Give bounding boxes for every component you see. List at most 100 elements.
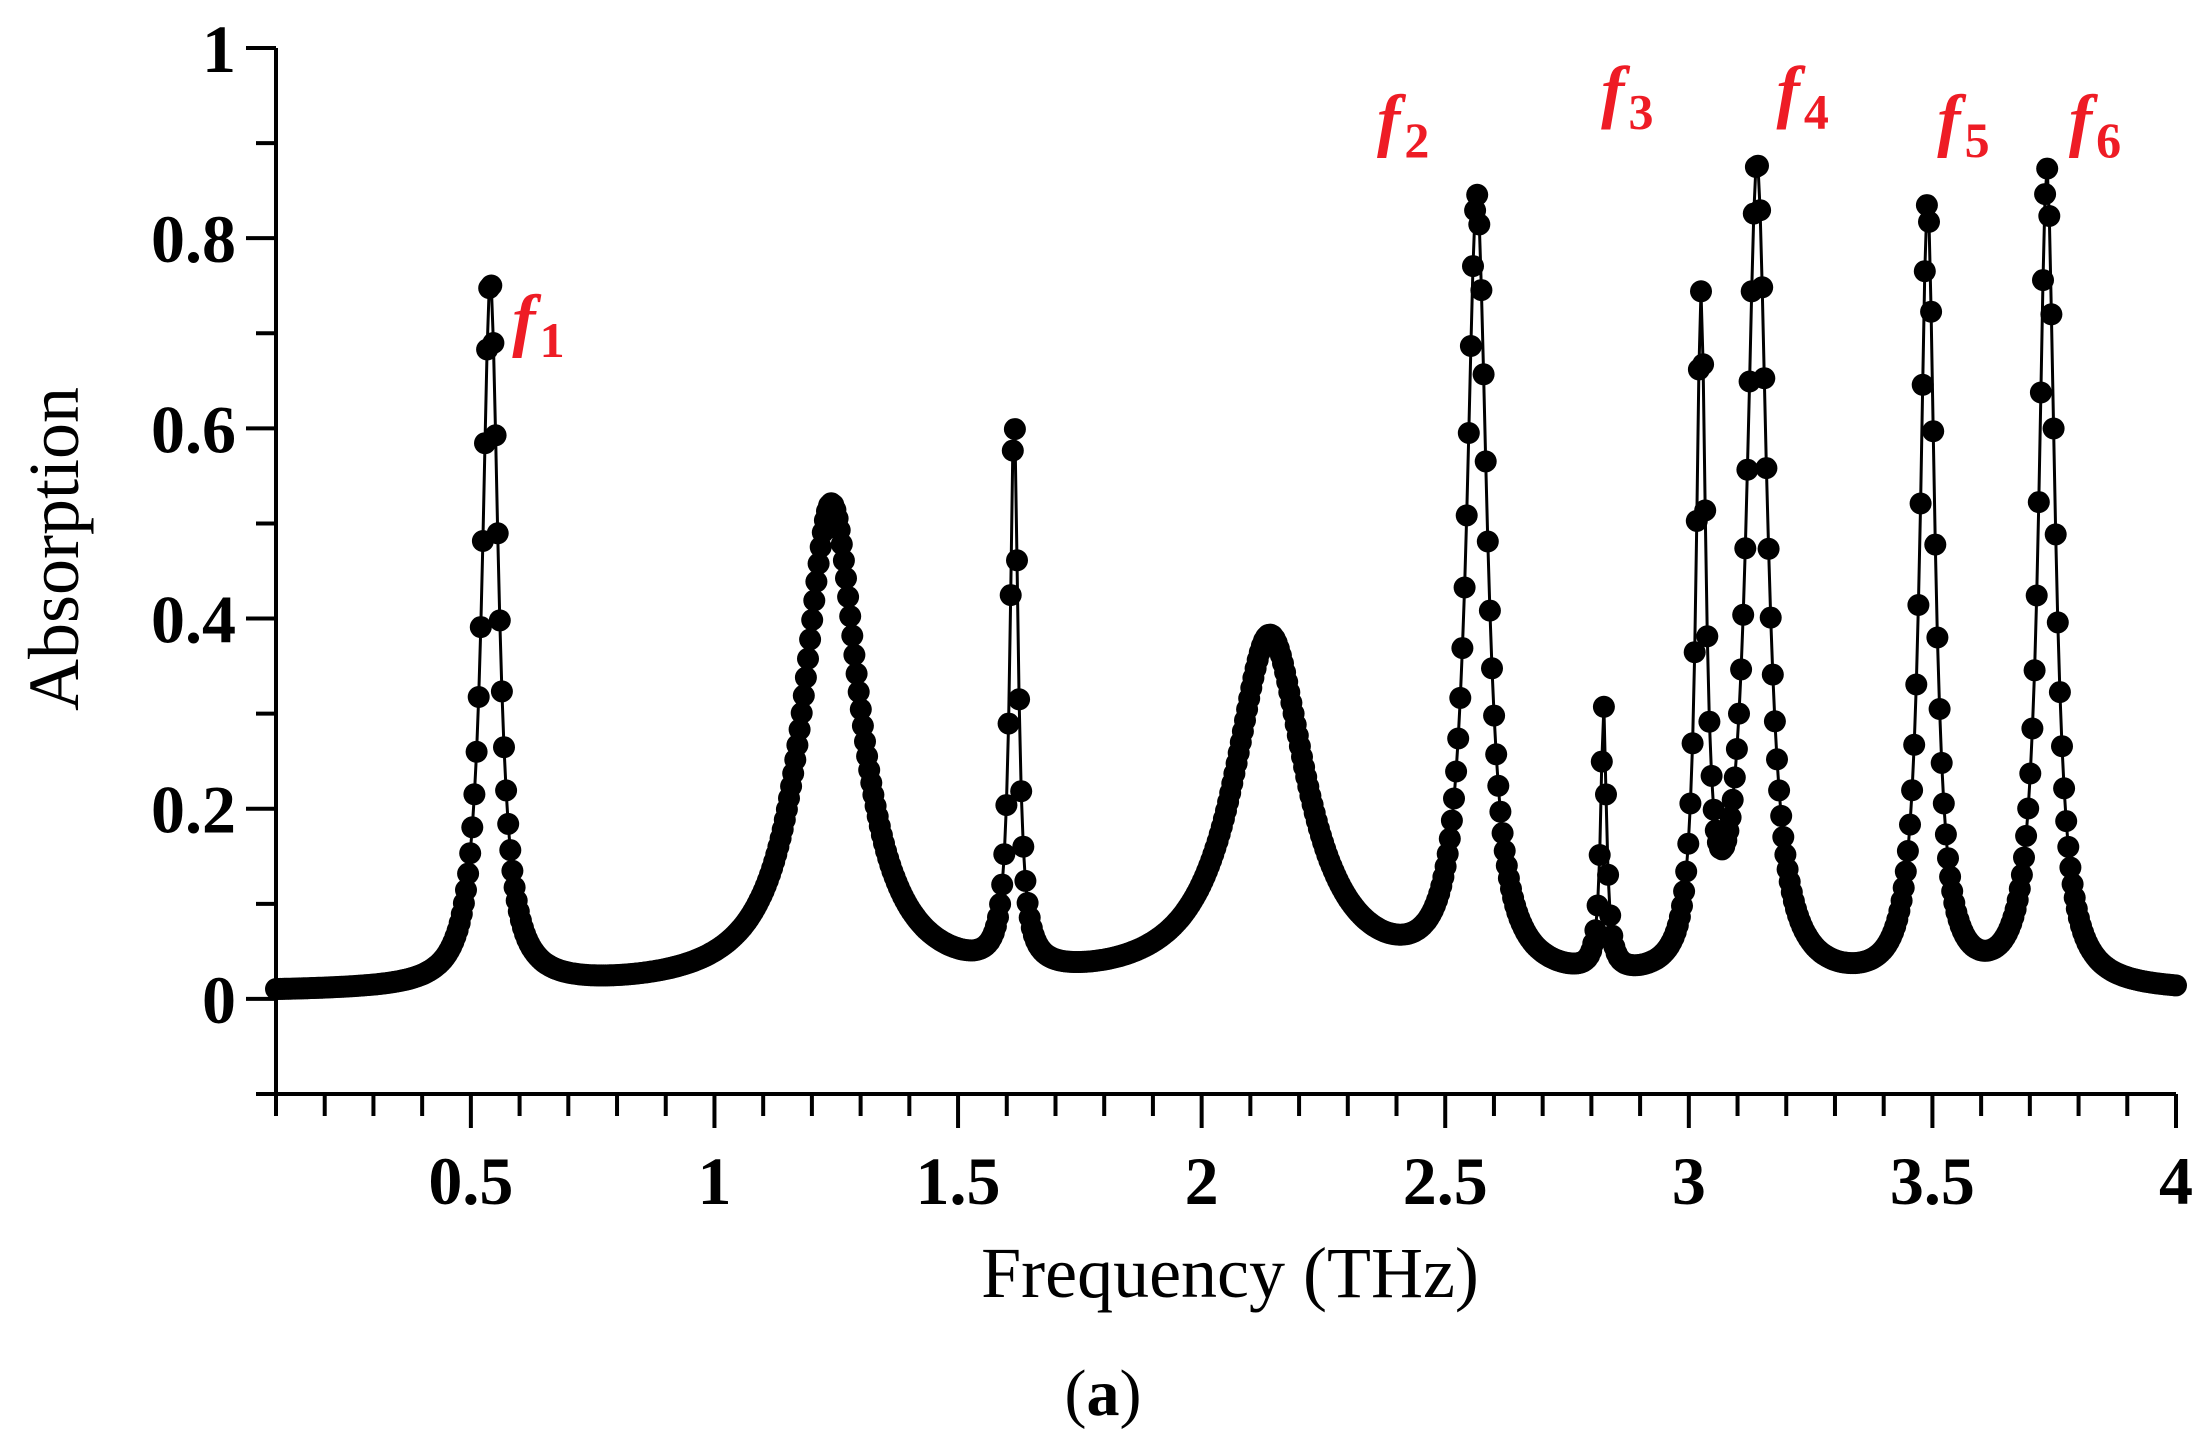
data-point bbox=[1730, 658, 1753, 681]
data-point bbox=[1702, 798, 1725, 821]
x-tick-label: 0.5 bbox=[428, 1143, 513, 1219]
data-point bbox=[2027, 491, 2050, 514]
peak-label-f3: f3 bbox=[1601, 54, 1653, 140]
x-axis-ticks: 0.5 1 1.5 2 2.5 3 3.5 4 bbox=[274, 1094, 2193, 1219]
data-point bbox=[807, 552, 830, 575]
data-point bbox=[2010, 863, 2033, 886]
x-tick-label: 2.5 bbox=[1403, 1143, 1488, 1219]
data-point bbox=[497, 812, 520, 835]
plot-area bbox=[265, 154, 2187, 1000]
data-point bbox=[1913, 260, 1936, 283]
data-point bbox=[1584, 919, 1607, 942]
data-point bbox=[995, 794, 1018, 817]
y-tick-label: 0.4 bbox=[151, 582, 236, 658]
data-point bbox=[2036, 157, 2059, 180]
data-point bbox=[1907, 594, 1930, 616]
data-point bbox=[2057, 835, 2080, 858]
data-point bbox=[455, 879, 477, 901]
data-point bbox=[1010, 780, 1033, 803]
data-point bbox=[2029, 381, 2052, 404]
data-point bbox=[1597, 863, 1620, 886]
data-point bbox=[1677, 832, 1700, 855]
data-point bbox=[997, 712, 1020, 735]
data-point bbox=[989, 893, 1012, 916]
data-point bbox=[495, 779, 518, 802]
data-point bbox=[1932, 792, 1955, 815]
data-point bbox=[797, 647, 819, 670]
data-point bbox=[1455, 504, 1478, 527]
data-point bbox=[1675, 860, 1698, 883]
data-point bbox=[2053, 777, 2076, 800]
data-point bbox=[1443, 787, 1465, 810]
data-point bbox=[1683, 641, 1706, 664]
data-point bbox=[482, 332, 505, 354]
data-point bbox=[1892, 876, 1915, 899]
data-point bbox=[1736, 458, 1759, 481]
data-point bbox=[1485, 743, 1508, 766]
data-point bbox=[839, 605, 862, 628]
data-point bbox=[1753, 367, 1776, 390]
data-point bbox=[1698, 710, 1721, 733]
data-point bbox=[1459, 335, 1482, 357]
data-point bbox=[1006, 549, 1028, 572]
data-point bbox=[1918, 210, 1940, 233]
data-point bbox=[799, 628, 822, 651]
data-point bbox=[457, 862, 480, 885]
data-point bbox=[1901, 779, 1924, 802]
x-tick-label: 1.5 bbox=[916, 1143, 1001, 1219]
data-point bbox=[1001, 439, 1024, 462]
data-point bbox=[2019, 762, 2042, 785]
data-point bbox=[469, 616, 492, 639]
peak-label-f2: f2 bbox=[1377, 82, 1429, 168]
y-tick-label: 0.6 bbox=[151, 391, 236, 467]
data-point bbox=[1928, 698, 1951, 720]
data-point bbox=[993, 843, 1016, 866]
data-point bbox=[2013, 846, 2035, 869]
data-point bbox=[1478, 599, 1501, 622]
data-point bbox=[2040, 303, 2063, 326]
data-point bbox=[1903, 733, 1926, 756]
data-point bbox=[1922, 420, 1945, 443]
data-point bbox=[2051, 735, 2073, 758]
data-point bbox=[461, 816, 484, 839]
panel-label: (a) bbox=[1065, 1357, 1142, 1430]
data-point bbox=[1003, 418, 1026, 441]
x-tick-label: 2 bbox=[1185, 1143, 1219, 1219]
data-point bbox=[488, 609, 511, 632]
data-point bbox=[1472, 363, 1495, 386]
data-point bbox=[830, 533, 853, 556]
data-point bbox=[999, 584, 1022, 607]
peak-label-f4: f4 bbox=[1777, 54, 1829, 140]
panel-label-open-paren: ( bbox=[1065, 1357, 1087, 1430]
data-point bbox=[1700, 764, 1723, 787]
data-point bbox=[1725, 738, 1748, 760]
data-point bbox=[1595, 783, 1617, 806]
data-point bbox=[843, 643, 866, 666]
data-point bbox=[1920, 300, 1943, 323]
data-point bbox=[2034, 183, 2057, 206]
data-point bbox=[1453, 576, 1476, 599]
data-point bbox=[1447, 727, 1470, 750]
data-point bbox=[1440, 809, 1463, 832]
data-point bbox=[2021, 717, 2044, 740]
data-point bbox=[2048, 681, 2071, 704]
y-tick-label: 0.2 bbox=[151, 772, 236, 848]
data-point bbox=[2015, 824, 2038, 847]
data-point bbox=[501, 859, 524, 882]
data-point bbox=[1719, 806, 1742, 829]
data-point bbox=[1894, 860, 1917, 883]
data-point bbox=[1481, 657, 1503, 680]
data-point bbox=[2025, 584, 2048, 607]
data-point bbox=[1926, 626, 1949, 649]
data-point bbox=[490, 680, 513, 703]
data-point bbox=[2042, 417, 2065, 440]
data-point bbox=[480, 274, 503, 297]
data-point bbox=[841, 624, 864, 647]
x-tick-label: 4 bbox=[2159, 1143, 2193, 1219]
data-point bbox=[1766, 748, 1788, 771]
data-point bbox=[1747, 154, 1769, 177]
data-point bbox=[2165, 974, 2187, 997]
y-axis-ticks: 0 0.2 0.4 0.6 0.8 1 bbox=[151, 11, 276, 1096]
data-point bbox=[1770, 804, 1793, 827]
data-point bbox=[1489, 800, 1512, 823]
